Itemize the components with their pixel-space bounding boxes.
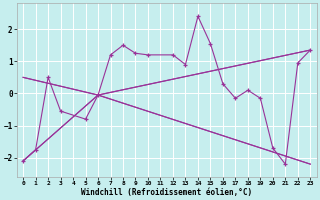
X-axis label: Windchill (Refroidissement éolien,°C): Windchill (Refroidissement éolien,°C) xyxy=(81,188,252,197)
